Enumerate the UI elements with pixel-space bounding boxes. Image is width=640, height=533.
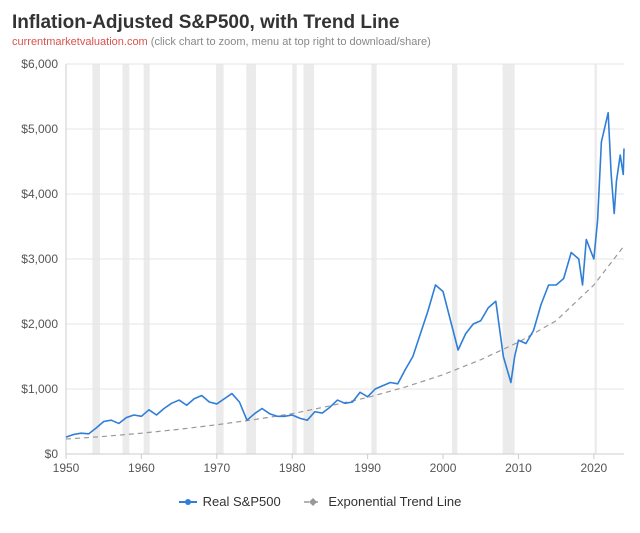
legend: Real S&P500 Exponential Trend Line <box>10 494 630 511</box>
legend-item-real[interactable]: Real S&P500 <box>179 494 281 509</box>
svg-text:2010: 2010 <box>505 461 532 475</box>
chart-title: Inflation-Adjusted S&P500, with Trend Li… <box>12 12 630 34</box>
subtitle-note: (click chart to zoom, menu at top right … <box>151 36 431 48</box>
svg-text:2000: 2000 <box>430 461 457 475</box>
source-link[interactable]: currentmarketvaluation.com <box>12 36 148 48</box>
svg-text:$2,000: $2,000 <box>21 317 58 331</box>
svg-text:1990: 1990 <box>354 461 381 475</box>
svg-text:$5,000: $5,000 <box>21 122 58 136</box>
legend-label: Exponential Trend Line <box>328 494 461 509</box>
svg-text:$6,000: $6,000 <box>21 57 58 71</box>
chart-plot[interactable]: $0 $1,000 $2,000 $3,000 $4,000 $5,000 $6,000 19… <box>12 56 632 486</box>
svg-text:1960: 1960 <box>128 461 155 475</box>
chart-subtitle: currentmarketvaluation.com (click chart … <box>12 36 630 48</box>
legend-item-trend[interactable]: Exponential Trend Line <box>304 494 461 509</box>
chart-svg[interactable]: $0 $1,000 $2,000 $3,000 $4,000 $5,000 $6,000 19… <box>12 56 632 486</box>
svg-text:$0: $0 <box>45 447 59 461</box>
legend-label: Real S&P500 <box>203 494 281 509</box>
svg-text:$3,000: $3,000 <box>21 252 58 266</box>
svg-text:1950: 1950 <box>53 461 80 475</box>
svg-text:$4,000: $4,000 <box>21 187 58 201</box>
svg-text:2020: 2020 <box>580 461 607 475</box>
svg-text:$1,000: $1,000 <box>21 382 58 396</box>
svg-text:1970: 1970 <box>203 461 230 475</box>
svg-text:1980: 1980 <box>279 461 306 475</box>
